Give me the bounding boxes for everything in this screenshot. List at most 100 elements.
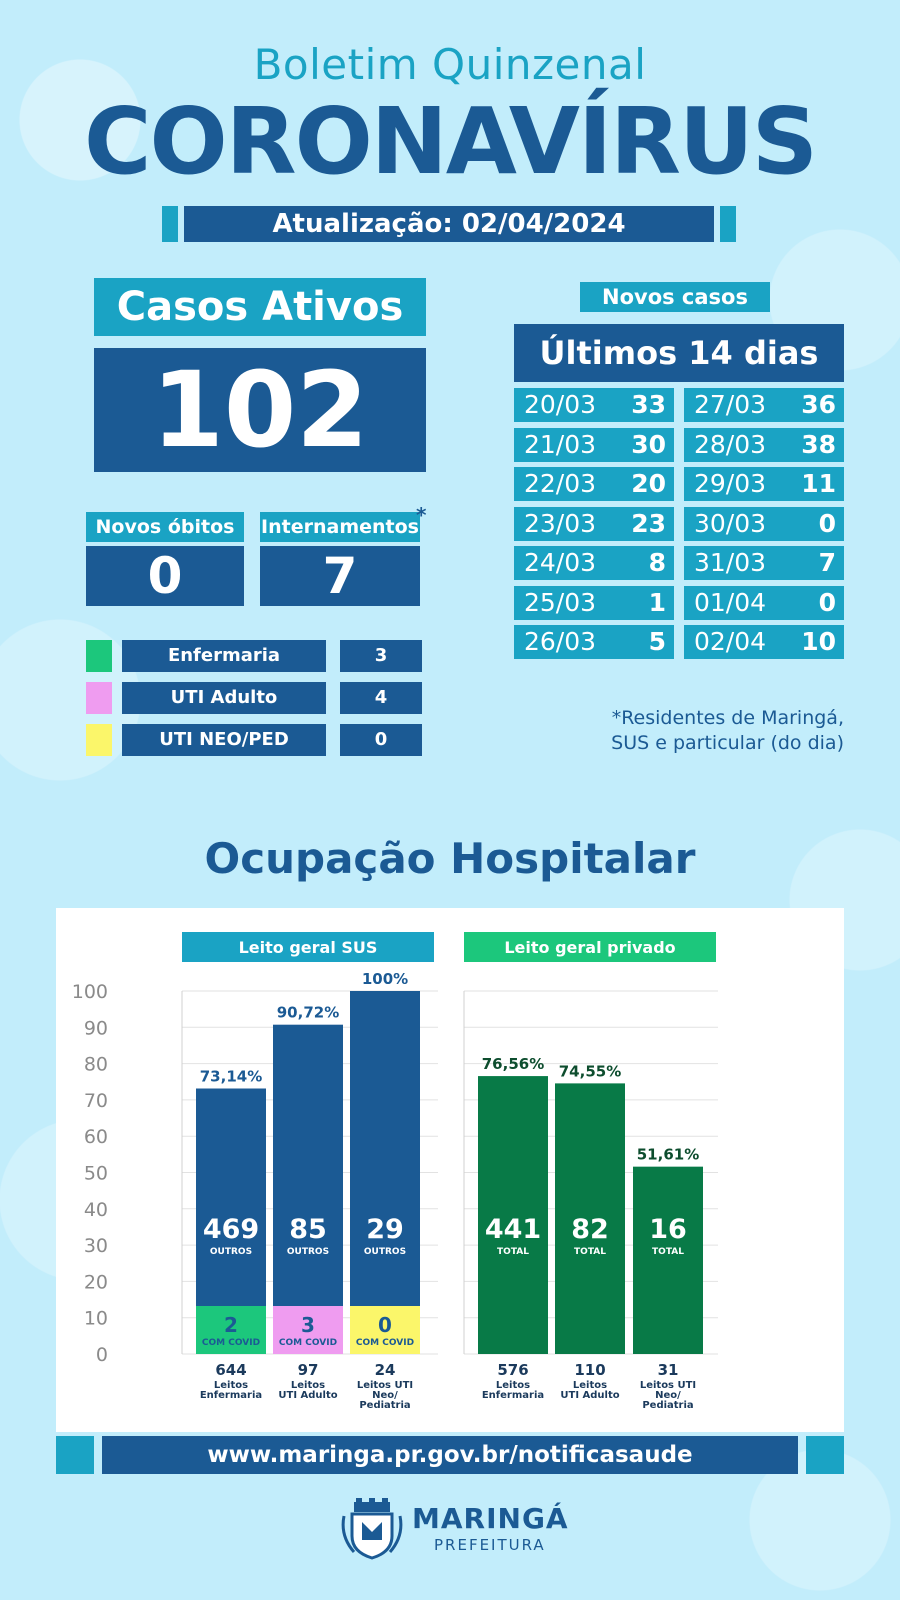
new-cases-cell: 23/03 23 <box>514 506 674 541</box>
new-cases-count: 30 <box>631 429 666 459</box>
footnote-line-2: SUS e particular (do dia) <box>611 732 844 754</box>
new-cases-cell: 01/04 0 <box>684 585 844 620</box>
enfermaria-swatch <box>86 640 112 672</box>
url-bar: www.maringa.pr.gov.br/notificasaude <box>56 1436 844 1474</box>
y-tick-label: 90 <box>84 1017 108 1039</box>
bar-count: 82 <box>571 1214 609 1245</box>
new-cases-date: 26/03 <box>524 627 597 656</box>
logo-sub: PREFEITURA <box>434 1536 546 1554</box>
beds-label: Neo/ <box>655 1390 681 1401</box>
bar <box>273 1024 343 1306</box>
bar <box>478 1076 548 1354</box>
beds-total: 576 <box>497 1361 528 1379</box>
new-cases-count: 1 <box>648 587 666 617</box>
covid-label: COM COVID <box>356 1338 414 1348</box>
bar-count-label: OUTROS <box>364 1247 406 1257</box>
new-cases-date: 25/03 <box>524 587 597 617</box>
beds-label: Leitos <box>291 1380 325 1391</box>
logo-name: MARINGÁ <box>412 1502 569 1535</box>
new-cases-cell: 30/03 0 <box>684 506 844 541</box>
notification-url[interactable]: www.maringa.pr.gov.br/notificasaude <box>102 1436 798 1474</box>
enfermaria-label: Enfermaria <box>122 640 326 672</box>
covid-label: COM COVID <box>202 1338 260 1348</box>
new-cases-date: 22/03 <box>524 469 597 498</box>
covid-count: 3 <box>301 1313 315 1337</box>
beds-total: 97 <box>298 1361 319 1379</box>
new-cases-cell: 27/03 36 <box>684 388 844 422</box>
hospitalizations-asterisk: * <box>416 503 427 527</box>
new-cases-count: 11 <box>801 469 836 498</box>
new-cases-label: Novos casos <box>580 282 770 312</box>
new-cases-count: 36 <box>801 390 836 419</box>
new-cases-cell: 31/03 7 <box>684 546 844 580</box>
update-date: Atualização: 02/04/2024 <box>184 206 714 242</box>
uti-neo-ped-value: 0 <box>340 724 422 756</box>
y-tick-label: 100 <box>72 981 108 1003</box>
new-cases-cell: 20/03 33 <box>514 388 674 422</box>
beds-total: 31 <box>658 1361 679 1379</box>
covid-bar-segment <box>273 1306 343 1354</box>
bar-value-label: 51,61% <box>637 1146 699 1164</box>
new-cases-date: 01/04 <box>694 587 767 617</box>
city-crest-icon <box>341 1498 403 1560</box>
bar-count-label: OUTROS <box>287 1247 329 1257</box>
bar-count: 16 <box>649 1214 687 1245</box>
uti-neo-ped-label: UTI NEO/PED <box>122 724 326 756</box>
new-cases-count: 0 <box>818 508 836 538</box>
new-cases-cell: 02/04 10 <box>684 625 844 659</box>
beds-label: Pediatria <box>642 1400 693 1411</box>
new-cases-cell: 28/03 38 <box>684 427 844 462</box>
legend-row-enfermaria: Enfermaria 3 <box>86 640 422 672</box>
new-cases-cell: 25/03 1 <box>514 585 674 620</box>
new-cases-count: 8 <box>648 548 666 577</box>
bulletin-subtitle: Boletim Quinzenal <box>253 40 647 89</box>
legend-row-uti-adulto: UTI Adulto 4 <box>86 682 422 714</box>
active-cases-label: Casos Ativos <box>94 278 426 336</box>
update-bar: Atualização: 02/04/2024 <box>162 206 736 242</box>
beds-label: UTI Adulto <box>278 1390 337 1401</box>
bar-count: 29 <box>366 1214 404 1245</box>
new-cases-cell: 26/03 5 <box>514 625 674 659</box>
beds-label: Leitos <box>573 1380 607 1391</box>
active-cases-value: 102 <box>94 348 426 472</box>
page-title: CORONAVÍRUS <box>84 88 818 195</box>
new-cases-cell: 21/03 30 <box>514 427 674 462</box>
uti-neo-ped-swatch <box>86 724 112 756</box>
y-tick-label: 70 <box>84 1090 108 1112</box>
new-cases-count: 38 <box>801 429 836 459</box>
new-cases-title: Últimos 14 dias <box>514 324 844 382</box>
hospitalizations-value: 7 <box>260 546 420 606</box>
beds-label: Pediatria <box>359 1400 410 1411</box>
new-cases-date: 28/03 <box>694 429 767 459</box>
bar-count: 469 <box>203 1214 259 1245</box>
bar-value-label: 76,56% <box>482 1055 544 1073</box>
new-cases-count: 23 <box>631 508 666 538</box>
url-bar-right-cap <box>806 1436 844 1474</box>
new-cases-date: 24/03 <box>524 548 597 577</box>
footnote-line-1: *Residentes de Maringá, <box>611 707 844 729</box>
chart-header <box>182 932 434 962</box>
chart-title: Leito geral SUS <box>239 938 378 957</box>
bar-count-label: TOTAL <box>652 1247 684 1257</box>
new-cases-cell: 24/03 8 <box>514 546 674 580</box>
bar-count-label: TOTAL <box>574 1247 606 1257</box>
beds-label: Leitos <box>496 1380 530 1391</box>
new-cases-date: 21/03 <box>524 429 597 459</box>
new-cases-count: 0 <box>818 587 836 617</box>
beds-label: Enfermaria <box>482 1390 544 1401</box>
bar <box>196 1088 266 1306</box>
new-cases-date: 23/03 <box>524 508 597 538</box>
y-tick-label: 0 <box>96 1344 108 1366</box>
beds-label: Leitos UTI <box>357 1380 413 1391</box>
y-tick-label: 10 <box>84 1308 108 1330</box>
y-tick-label: 80 <box>84 1054 108 1076</box>
footnote: *Residentes de Maringá, SUS e particular… <box>540 706 844 756</box>
beds-label: Leitos <box>214 1380 248 1391</box>
beds-label: UTI Adulto <box>560 1390 619 1401</box>
beds-label: Leitos UTI <box>640 1380 696 1391</box>
bar-value-label: 100% <box>362 970 408 988</box>
y-tick-label: 40 <box>84 1199 108 1221</box>
new-cases-date: 27/03 <box>694 390 767 419</box>
update-bar-left-cap <box>162 206 178 242</box>
